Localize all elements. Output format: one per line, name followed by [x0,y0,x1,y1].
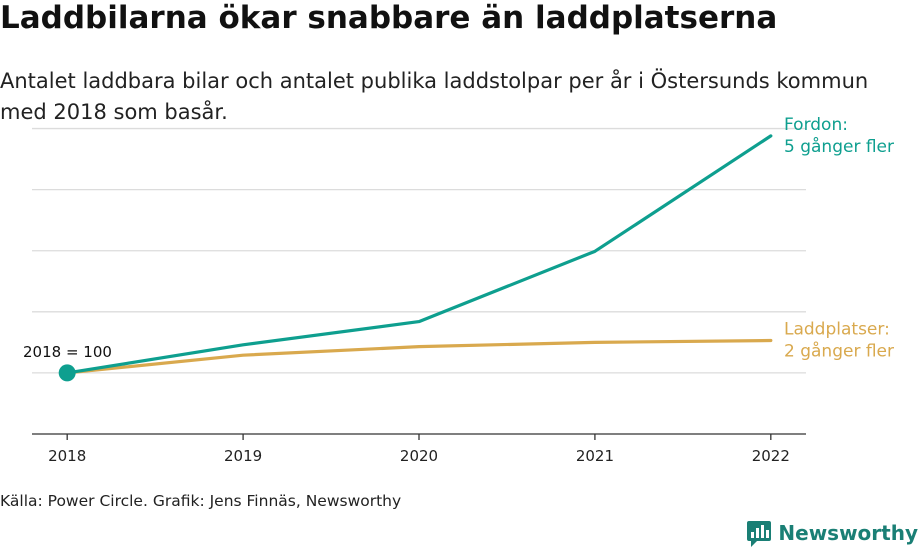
end-label-line: Laddplatser: [784,320,890,340]
base-label: 2018 = 100 [23,343,112,361]
end-label-line: 2 gånger fler [784,341,894,362]
series-line-fordon [65,134,773,375]
line-chart: 2018 2019 2020 2021 2022 2018 = 100 Fordon: 5 g… [23,115,894,465]
bar-chart-speech-bubble-icon [747,521,772,547]
end-label-fordon: Fordon: 5 gånger fler [784,115,894,157]
end-label-line: 5 gånger fler [784,136,894,157]
brand-name: Newsworthy [778,521,918,545]
x-tick-label-2021: 2021 [576,447,614,465]
x-tick-label-2019: 2019 [224,447,262,465]
chart-title: Laddbilarna ökar snabbare än laddplatser… [0,0,778,36]
x-tick-label-2018: 2018 [48,447,86,465]
chart-subtitle: Antalet laddbara bilar och antalet publi… [0,69,869,124]
end-label-laddplatser: Laddplatser: 2 gånger fler [784,320,894,362]
brand-logo[interactable]: Newsworthy [746,518,918,548]
source-note: Källa: Power Circle. Grafik: Jens Finnäs… [0,492,402,510]
x-tick-label-2022: 2022 [752,447,790,465]
x-tick-label-2020: 2020 [400,447,438,465]
series-line-laddplatser [65,338,773,375]
end-label-line: Fordon: [784,115,848,135]
base-point [58,364,76,382]
